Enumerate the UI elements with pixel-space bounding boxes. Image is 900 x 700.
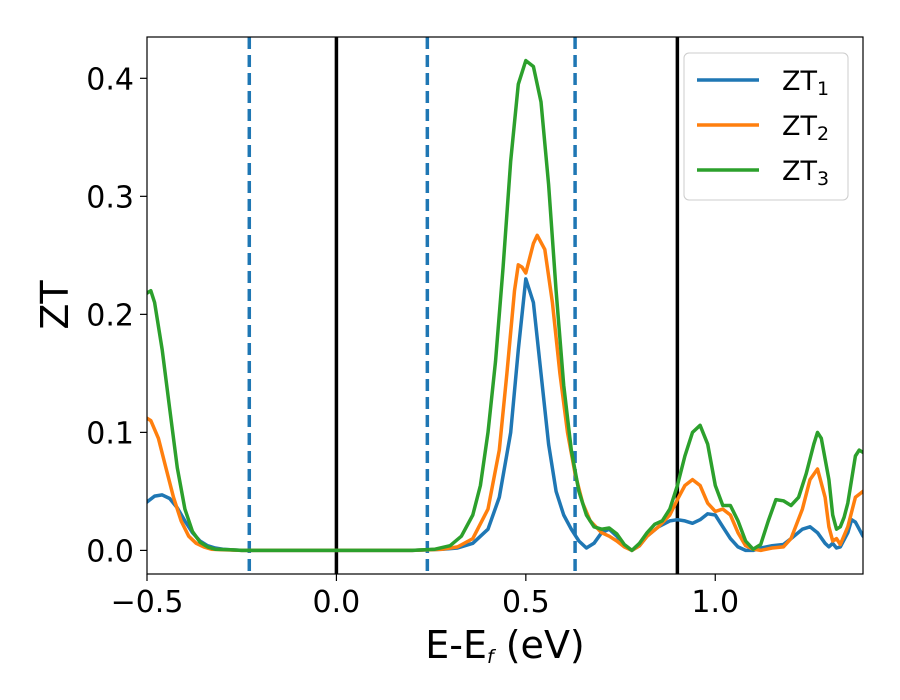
x-axis-ticks: −0.5 0.0 0.5 1.0 (111, 574, 739, 620)
legend-label-3: ZT3 (782, 156, 829, 190)
y-tick-label-4: 0.4 (86, 62, 134, 97)
y-axis-ticks: 0.0 0.1 0.2 0.3 0.4 (86, 62, 147, 569)
legend-box (683, 52, 849, 201)
series-line-2 (147, 233, 863, 553)
y-tick-label-1: 0.1 (86, 416, 134, 451)
x-axis-label: E-Ef (eV) (425, 623, 585, 668)
x-tick-label-2: 0.5 (502, 585, 550, 620)
legend: ZT1 ZT2 ZT3 (683, 52, 849, 201)
legend-label-1: ZT1 (782, 66, 829, 100)
plot-frame (146, 36, 864, 575)
series-line-3 (147, 58, 863, 553)
y-tick-label-0: 0.0 (86, 534, 134, 569)
y-tick-label-3: 0.3 (86, 180, 134, 215)
series-layer (147, 58, 863, 553)
legend-label-2: ZT2 (782, 111, 829, 145)
reference-lines (247, 37, 680, 574)
x-axis-label-subscript: f (487, 646, 497, 668)
y-tick-label-2: 0.2 (86, 298, 134, 333)
x-tick-label-3: 1.0 (691, 585, 739, 620)
y-axis-label: ZT (33, 280, 77, 330)
x-tick-label-1: 0.0 (313, 585, 361, 620)
x-tick-label-0: −0.5 (111, 585, 184, 620)
series-line-1 (147, 277, 863, 553)
